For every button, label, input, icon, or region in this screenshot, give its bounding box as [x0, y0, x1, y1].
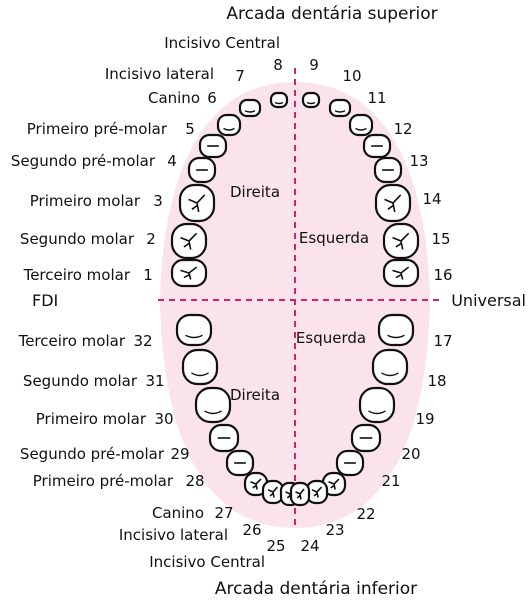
tooth-number-17: 17 — [433, 332, 452, 350]
tooth-name-4: Segundo pré-molar — [11, 152, 156, 170]
tooth-11 — [348, 113, 374, 137]
title-lower-arch: Arcada dentária inferior — [215, 579, 417, 599]
tooth-number-22: 22 — [356, 505, 375, 523]
tooth-number-24: 24 — [300, 537, 319, 555]
tooth-number-20: 20 — [401, 445, 420, 463]
tooth-name-5: Primeiro pré-molar — [27, 120, 168, 138]
tooth-16 — [382, 258, 420, 288]
tooth-7 — [238, 98, 262, 118]
tooth-number-30: 30 — [154, 410, 173, 428]
tooth-4 — [187, 156, 217, 184]
tooth-number-18: 18 — [427, 372, 446, 390]
tooth-name-32: Terceiro molar — [18, 332, 126, 350]
tooth-number-11: 11 — [367, 89, 386, 107]
tooth-number-1: 1 — [143, 266, 153, 284]
tooth-8 — [269, 91, 289, 109]
tooth-5 — [198, 133, 228, 159]
tooth-number-14: 14 — [422, 190, 441, 208]
system-fdi: FDI — [32, 291, 58, 310]
tooth-number-19: 19 — [415, 410, 434, 428]
tooth-name-1: Terceiro molar — [23, 266, 131, 284]
tooth-name-8: Incisivo Central — [164, 34, 280, 52]
tooth-number-10: 10 — [342, 67, 361, 85]
tooth-22 — [321, 471, 347, 497]
tooth-name-6: Canino — [148, 89, 200, 107]
tooth-9 — [301, 91, 321, 109]
title-upper-arch: Arcada dentária superior — [226, 4, 437, 24]
tooth-number-7: 7 — [235, 67, 245, 85]
tooth-number-13: 13 — [409, 152, 428, 170]
tooth-32 — [175, 313, 213, 347]
tooth-12 — [362, 133, 392, 159]
tooth-number-15: 15 — [431, 230, 450, 248]
region-upper-left-side: Esquerda — [299, 229, 369, 247]
tooth-number-6: 6 — [207, 89, 217, 107]
tooth-30 — [194, 386, 232, 424]
tooth-number-32: 32 — [133, 332, 152, 350]
system-universal: Universal — [451, 291, 526, 310]
tooth-number-3: 3 — [153, 192, 163, 210]
tooth-number-2: 2 — [146, 230, 156, 248]
tooth-name-28: Primeiro pré-molar — [33, 472, 174, 490]
region-upper-right-side: Direita — [230, 183, 280, 201]
tooth-31 — [181, 348, 219, 386]
tooth-name-30: Primeiro molar — [36, 410, 147, 428]
tooth-number-8: 8 — [273, 56, 283, 74]
tooth-20 — [350, 423, 382, 453]
tooth-number-4: 4 — [167, 152, 177, 170]
tooth-name-27: Canino — [152, 504, 204, 522]
tooth-name-31: Segundo molar — [23, 372, 138, 390]
region-lower-left-side: Esquerda — [296, 329, 366, 347]
tooth-number-25: 25 — [266, 537, 285, 555]
tooth-28 — [225, 449, 255, 477]
tooth-number-23: 23 — [325, 521, 344, 539]
tooth-number-31: 31 — [145, 372, 164, 390]
tooth-number-5: 5 — [185, 120, 195, 138]
tooth-2 — [170, 222, 208, 260]
tooth-15 — [382, 222, 420, 260]
tooth-18 — [371, 348, 409, 386]
tooth-name-29: Segundo pré-molar — [20, 445, 165, 463]
tooth-name-26: Incisivo lateral — [119, 526, 228, 544]
tooth-number-12: 12 — [393, 120, 412, 138]
tooth-19 — [358, 386, 396, 424]
tooth-number-9: 9 — [309, 56, 319, 74]
tooth-name-25: Incisivo Central — [149, 553, 265, 571]
tooth-number-16: 16 — [433, 266, 452, 284]
tooth-29 — [208, 423, 240, 453]
tooth-6 — [216, 113, 242, 137]
region-lower-right-side: Direita — [230, 386, 280, 404]
tooth-14 — [374, 183, 412, 223]
tooth-number-28: 28 — [185, 472, 204, 490]
tooth-number-21: 21 — [381, 472, 400, 490]
tooth-name-2: Segundo molar — [20, 230, 135, 248]
tooth-number-27: 27 — [214, 504, 233, 522]
tooth-name-7: Incisivo lateral — [105, 65, 214, 83]
tooth-1 — [170, 258, 208, 288]
tooth-3 — [178, 183, 216, 223]
tooth-number-26: 26 — [242, 521, 261, 539]
tooth-number-29: 29 — [170, 445, 189, 463]
tooth-17 — [377, 313, 415, 347]
tooth-21 — [335, 449, 365, 477]
tooth-13 — [373, 156, 403, 184]
tooth-name-3: Primeiro molar — [30, 192, 141, 210]
tooth-24 — [289, 481, 311, 507]
tooth-10 — [328, 98, 352, 118]
